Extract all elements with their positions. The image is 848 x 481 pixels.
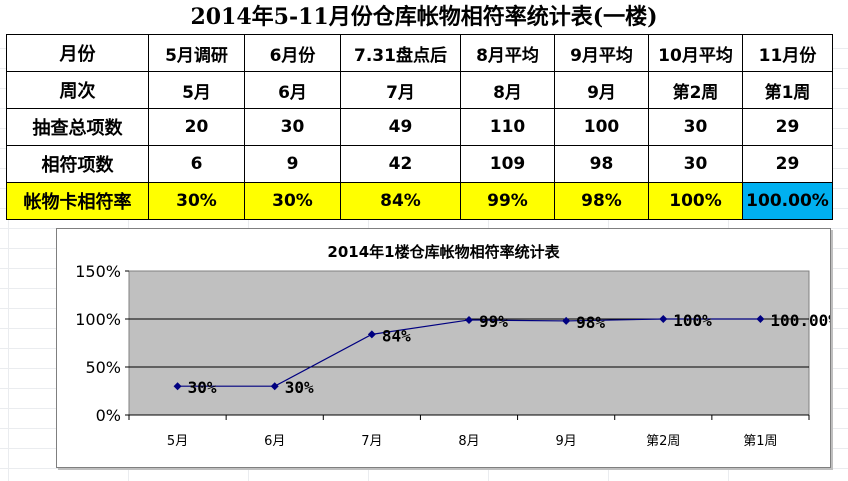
x-tick-label: 9月 <box>556 434 577 449</box>
data-label: 99% <box>479 312 508 331</box>
y-tick-label: 100% <box>75 310 121 329</box>
table-cell[interactable]: 30% <box>148 182 245 220</box>
table-cell[interactable]: 30% <box>244 182 341 220</box>
y-tick-label: 150% <box>75 262 121 281</box>
table-cell[interactable]: 5月 <box>148 71 245 109</box>
table-cell[interactable]: 49 <box>340 108 461 146</box>
x-tick-label: 6月 <box>264 434 285 449</box>
table-cell[interactable]: 6月份 <box>244 34 341 72</box>
data-point <box>659 315 668 323</box>
data-point <box>173 382 182 391</box>
table-cell[interactable]: 98% <box>554 182 649 220</box>
table-row: 相符项数 6 9 42 109 98 30 29 <box>6 145 833 183</box>
y-tick-label: 50% <box>85 358 121 377</box>
table-header-row: 月份 5月调研 6月份 7.31盘点后 8月平均 9月平均 10月平均 11月份 <box>6 34 833 72</box>
y-tick-label: 0% <box>96 406 121 425</box>
table-cell[interactable]: 5月调研 <box>148 34 245 72</box>
table-cell[interactable]: 第1周 <box>742 71 833 109</box>
chart-plot: 0% 50% 100% 150% 5月 6月 7月 8月 9月 第2周 第1周 30% 30% 84% 99… <box>75 262 830 449</box>
table-cell[interactable]: 100 <box>554 108 649 146</box>
data-label: 30% <box>285 378 314 397</box>
table-cell[interactable]: 9月平均 <box>554 34 649 72</box>
table-cell[interactable]: 99% <box>460 182 555 220</box>
x-tick-label: 第1周 <box>743 434 777 449</box>
data-point <box>562 316 571 325</box>
table-cell[interactable]: 9 <box>244 145 341 183</box>
table-cell[interactable]: 42 <box>340 145 461 183</box>
table-cell[interactable]: 110 <box>460 108 555 146</box>
data-label: 100% <box>673 311 712 330</box>
table-cell[interactable]: 7月 <box>340 71 461 109</box>
data-point <box>465 315 473 324</box>
sheet-title: 2014年5-11月份仓库帐物相符率统计表(一楼) <box>0 0 848 34</box>
data-label: 98% <box>576 313 605 332</box>
chart-title: 2014年1楼仓库帐物相符率统计表 <box>327 243 560 261</box>
data-label: 100.00% <box>770 311 830 330</box>
table-cell[interactable]: 月份 <box>6 34 149 72</box>
data-label: 30% <box>188 378 217 397</box>
table-cell[interactable]: 11月份 <box>742 34 833 72</box>
data-point <box>756 315 765 323</box>
table-cell[interactable]: 84% <box>340 182 461 220</box>
table-cell[interactable]: 抽查总项数 <box>6 108 149 146</box>
plot-area <box>128 270 810 416</box>
table-cell[interactable]: 7.31盘点后 <box>340 34 461 72</box>
table-cell[interactable]: 29 <box>742 145 833 183</box>
table-cell[interactable]: 帐物卡相符率 <box>6 182 149 220</box>
data-point <box>270 382 279 391</box>
table-cell[interactable]: 第2周 <box>648 71 743 109</box>
table-cell[interactable]: 109 <box>460 145 555 183</box>
table-row: 周次 5月 6月 7月 8月 9月 第2周 第1周 <box>6 71 833 109</box>
table-cell[interactable]: 30 <box>648 145 743 183</box>
x-tick-label: 8月 <box>458 434 479 449</box>
x-tick-label: 5月 <box>167 434 188 449</box>
stats-table: 月份 5月调研 6月份 7.31盘点后 8月平均 9月平均 10月平均 11月份… <box>6 34 833 220</box>
table-cell[interactable]: 98 <box>554 145 649 183</box>
table-row: 抽查总项数 20 30 49 110 100 30 29 <box>6 108 833 146</box>
data-label: 84% <box>382 326 411 345</box>
table-cell[interactable]: 30 <box>244 108 341 146</box>
table-cell[interactable]: 6 <box>148 145 245 183</box>
table-row-highlight: 帐物卡相符率 30% 30% 84% 99% 98% 100% 100.00% <box>6 182 833 220</box>
table-cell[interactable]: 9月 <box>554 71 649 109</box>
line-chart[interactable]: 2014年1楼仓库帐物相符率统计表 0% 50% 100% 150% 5月 6月 7月 8月 9… <box>56 228 831 468</box>
table-cell[interactable]: 相符项数 <box>6 145 149 183</box>
table-cell-selected[interactable]: 100.00% <box>742 182 833 220</box>
table-cell[interactable]: 10月平均 <box>648 34 743 72</box>
table-cell[interactable]: 30 <box>648 108 743 146</box>
table-cell[interactable]: 8月平均 <box>460 34 555 72</box>
table-cell[interactable]: 20 <box>148 108 245 146</box>
table-cell[interactable]: 100% <box>648 182 743 220</box>
table-cell[interactable]: 29 <box>742 108 833 146</box>
table-cell[interactable]: 8月 <box>460 71 555 109</box>
data-point <box>367 330 376 339</box>
x-tick-label: 7月 <box>361 434 382 449</box>
table-cell[interactable]: 6月 <box>244 71 341 109</box>
x-tick-label: 第2周 <box>646 434 680 449</box>
table-cell[interactable]: 周次 <box>6 71 149 109</box>
